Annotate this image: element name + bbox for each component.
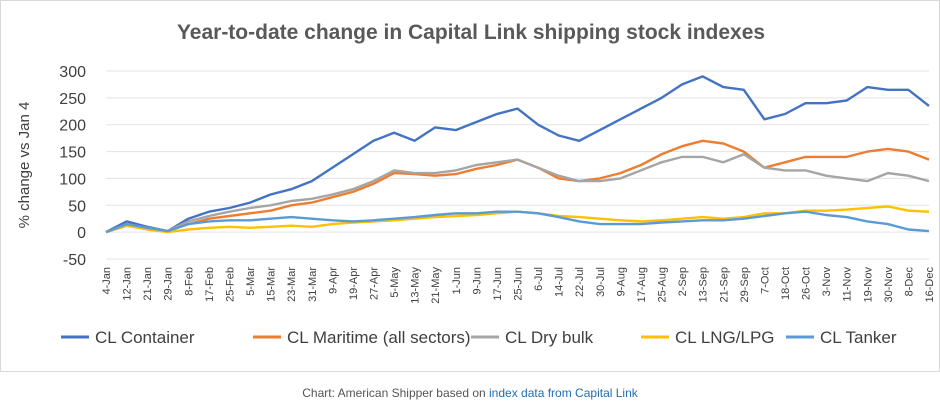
series-line-cl-dry-bulk <box>105 153 930 234</box>
series-line-cl-container <box>105 75 930 234</box>
x-tick-label: 11-Nov <box>842 267 854 302</box>
y-tick-label: 0 <box>77 225 86 242</box>
y-tick-label: 200 <box>59 118 86 135</box>
x-tick-label: 21-Sep <box>718 267 730 302</box>
x-tick-label: 12-Jan <box>122 267 134 301</box>
chart-frame: Year-to-date change in Capital Link ship… <box>0 0 940 372</box>
x-tick-label: 7-Oct <box>759 267 771 294</box>
legend-label: CL LNG/LPG <box>675 328 775 347</box>
x-tick-label: 30-Jul <box>595 267 607 297</box>
x-tick-label: 9-Apr <box>327 267 339 294</box>
x-tick-label: 31-Mar <box>307 267 319 302</box>
x-tick-label: 23-Mar <box>286 267 298 302</box>
legend-label: CL Tanker <box>820 328 897 347</box>
legend-label: CL Maritime (all sectors) <box>287 328 471 347</box>
x-tick-label: 25-Jun <box>513 267 525 301</box>
x-tick-label: 8-Dec <box>903 267 915 297</box>
line-chart: Year-to-date change in Capital Link ship… <box>16 21 936 347</box>
y-tick-label: -50 <box>63 252 86 269</box>
source-credit: Chart: American Shipper based on index d… <box>0 386 940 400</box>
x-tick-label: 6-Jul <box>533 267 545 291</box>
x-tick-label: 5-Mar <box>245 267 257 296</box>
y-tick-label: 250 <box>59 91 86 108</box>
x-tick-label: 14-Jul <box>554 267 566 297</box>
y-tick-label: 150 <box>59 145 86 162</box>
x-tick-label: 30-Nov <box>883 267 895 303</box>
x-tick-label: 3-Nov <box>821 267 833 297</box>
y-tick-label: 50 <box>68 198 86 215</box>
x-tick-label: 8-Feb <box>183 267 195 296</box>
x-tick-label: 27-Apr <box>368 267 380 300</box>
y-tick-label: 100 <box>59 171 86 188</box>
x-tick-label: 19-Nov <box>862 267 874 303</box>
x-tick-label: 15-Mar <box>266 267 278 302</box>
x-tick-label: 9-Aug <box>615 267 627 296</box>
x-tick-label: 2-Sep <box>677 267 689 296</box>
x-tick-label: 25-Feb <box>224 267 236 302</box>
y-axis-label: % change vs Jan 4 <box>16 102 33 229</box>
x-tick-label: 29-Jan <box>163 267 175 301</box>
series-line-cl-maritime-all-sectors <box>105 139 930 234</box>
x-tick-label: 21-Jan <box>142 267 154 301</box>
x-tick-label: 5-May <box>389 267 401 298</box>
x-tick-label: 13-May <box>410 267 422 304</box>
x-tick-label: 4-Jan <box>101 267 113 295</box>
x-tick-label: 29-Sep <box>739 267 751 302</box>
chart-title: Year-to-date change in Capital Link ship… <box>177 21 765 44</box>
x-tick-label: 18-Oct <box>780 267 792 300</box>
legend-label: CL Dry bulk <box>505 328 594 347</box>
x-tick-label: 9-Jun <box>471 267 483 295</box>
x-tick-label: 1-Jun <box>451 267 463 295</box>
x-tick-label: 25-Aug <box>657 267 669 302</box>
x-tick-label: 22-Jul <box>574 267 586 297</box>
series-line-cl-tanker <box>105 210 930 234</box>
y-tick-label: 300 <box>59 64 86 81</box>
source-credit-prefix: Chart: American Shipper based on <box>302 386 490 400</box>
x-tick-label: 17-Jun <box>492 267 504 301</box>
source-credit-link[interactable]: index data from Capital Link <box>489 386 638 400</box>
x-tick-label: 17-Aug <box>636 267 648 302</box>
legend-label: CL Container <box>95 328 195 347</box>
x-tick-label: 17-Feb <box>204 267 216 302</box>
x-tick-label: 13-Sep <box>698 267 710 302</box>
x-tick-label: 21-May <box>430 267 442 304</box>
x-tick-label: 19-Apr <box>348 267 360 300</box>
x-tick-label: 16-Dec <box>924 267 936 303</box>
x-tick-label: 26-Oct <box>801 267 813 300</box>
